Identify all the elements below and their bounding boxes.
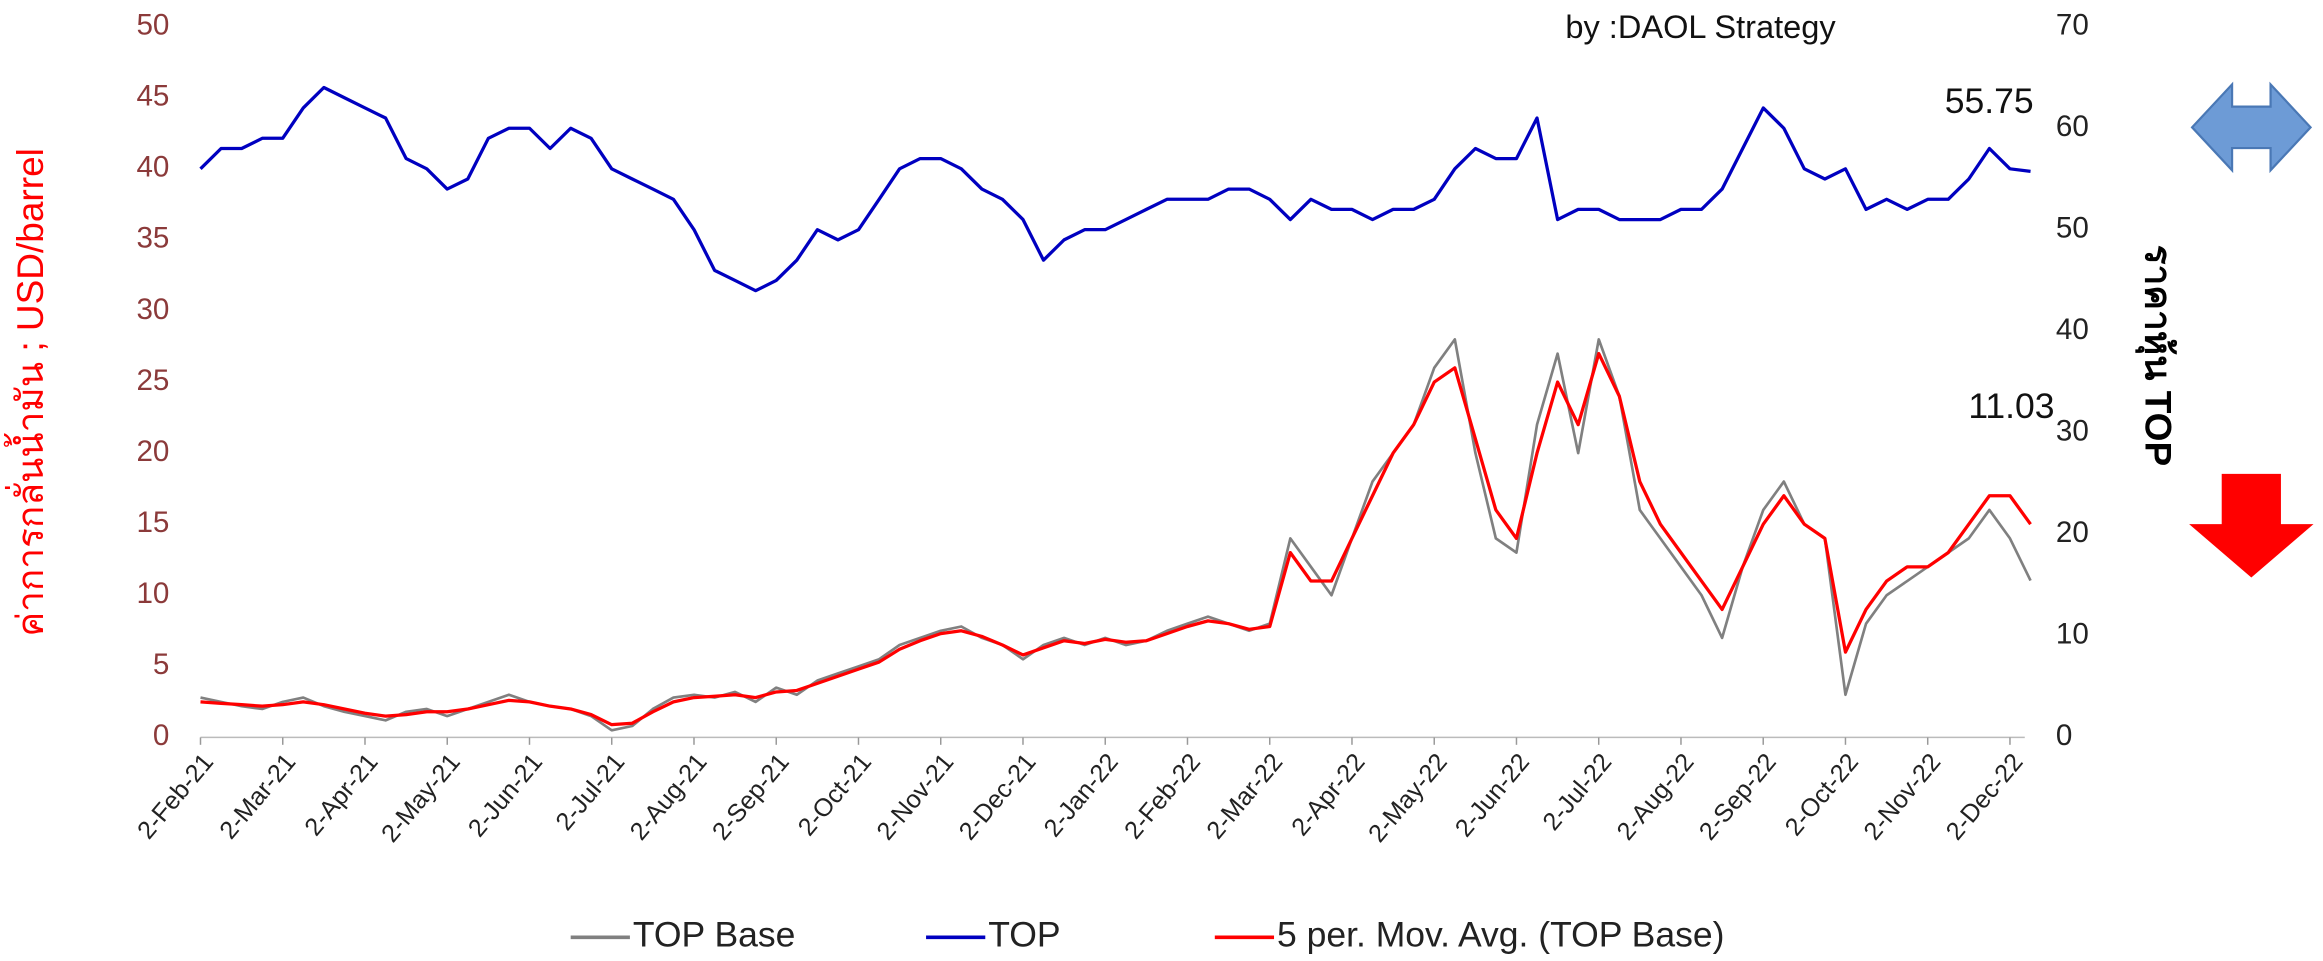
legend-label: TOP Base xyxy=(633,915,796,955)
y2-tick-label: 40 xyxy=(2056,313,2089,346)
x-tick-label: 2-Sep-21 xyxy=(707,748,795,845)
x-tick-label: 2-Dec-22 xyxy=(1941,748,2029,845)
y2-tick-label: 60 xyxy=(2056,110,2089,143)
source-note: by :DAOL Strategy xyxy=(1565,9,1836,45)
series-line xyxy=(199,85,2031,293)
last-value-label: 55.75 xyxy=(1945,81,2034,121)
x-tick-label: 2-Jul-21 xyxy=(550,748,630,836)
x-tick-label: 2-Apr-22 xyxy=(1286,748,1370,841)
x-tick-label: 2-Jun-21 xyxy=(463,748,548,842)
x-tick-label: 2-Mar-22 xyxy=(1201,748,1288,844)
x-tick-label: 2-Dec-21 xyxy=(954,748,1042,845)
x-tick-label: 2-Apr-21 xyxy=(299,748,383,841)
double-arrow-icon xyxy=(2190,81,2313,174)
y-tick-label: 45 xyxy=(136,80,169,113)
last-value-label: 11.03 xyxy=(1968,386,2054,426)
y-tick-label: 20 xyxy=(136,435,169,468)
down-arrow-icon xyxy=(2189,473,2314,578)
series-line xyxy=(200,338,2032,732)
legend-label: TOP xyxy=(988,915,1060,955)
x-tick-label: 2-Nov-21 xyxy=(871,748,959,845)
x-tick-label: 2-Mar-21 xyxy=(214,748,301,844)
x-tick-label: 2-May-22 xyxy=(1363,748,1453,847)
x-tick-label: 2-Feb-21 xyxy=(132,748,219,844)
y2-tick-label: 20 xyxy=(2056,516,2089,549)
x-tick-label: 2-Feb-22 xyxy=(1119,748,1206,844)
y-tick-label: 0 xyxy=(153,719,169,752)
y-tick-label: 5 xyxy=(153,648,169,681)
x-tick-label: 2-Oct-22 xyxy=(1780,748,1864,841)
x-tick-label: 2-Jan-22 xyxy=(1039,748,1124,842)
x-tick-label: 2-Sep-22 xyxy=(1694,748,1782,845)
y-tick-label: 50 xyxy=(136,8,169,41)
y2-tick-label: 30 xyxy=(2056,415,2089,448)
y2-tick-label: 70 xyxy=(2056,8,2089,41)
y-tick-label: 40 xyxy=(136,151,169,184)
y-tick-label: 30 xyxy=(136,293,169,326)
legend-label: 5 per. Mov. Avg. (TOP Base) xyxy=(1277,915,1724,955)
y2-tick-label: 50 xyxy=(2056,212,2089,245)
y2-tick-label: 0 xyxy=(2056,719,2072,752)
y2-tick-label: 10 xyxy=(2056,618,2089,651)
series-line xyxy=(200,351,2032,727)
y2-axis-title: ราคาหุ้น TOP xyxy=(2134,245,2179,467)
x-tick-label: 2-Oct-21 xyxy=(793,748,877,841)
y-axis-title: ค่าการกลั่นน้ำมัน ; USD/barrel xyxy=(3,148,51,637)
y-tick-label: 10 xyxy=(136,577,169,610)
y-tick-label: 35 xyxy=(136,222,169,255)
y-tick-label: 25 xyxy=(136,364,169,397)
x-tick-label: 2-Aug-21 xyxy=(625,748,713,845)
x-tick-label: 2-Nov-22 xyxy=(1858,748,1946,845)
x-tick-label: 2-Jul-22 xyxy=(1537,748,1617,836)
x-tick-label: 2-Jun-22 xyxy=(1450,748,1535,842)
x-tick-label: 2-Aug-22 xyxy=(1612,748,1700,845)
y-tick-label: 15 xyxy=(136,506,169,539)
x-tick-label: 2-May-21 xyxy=(376,748,466,847)
